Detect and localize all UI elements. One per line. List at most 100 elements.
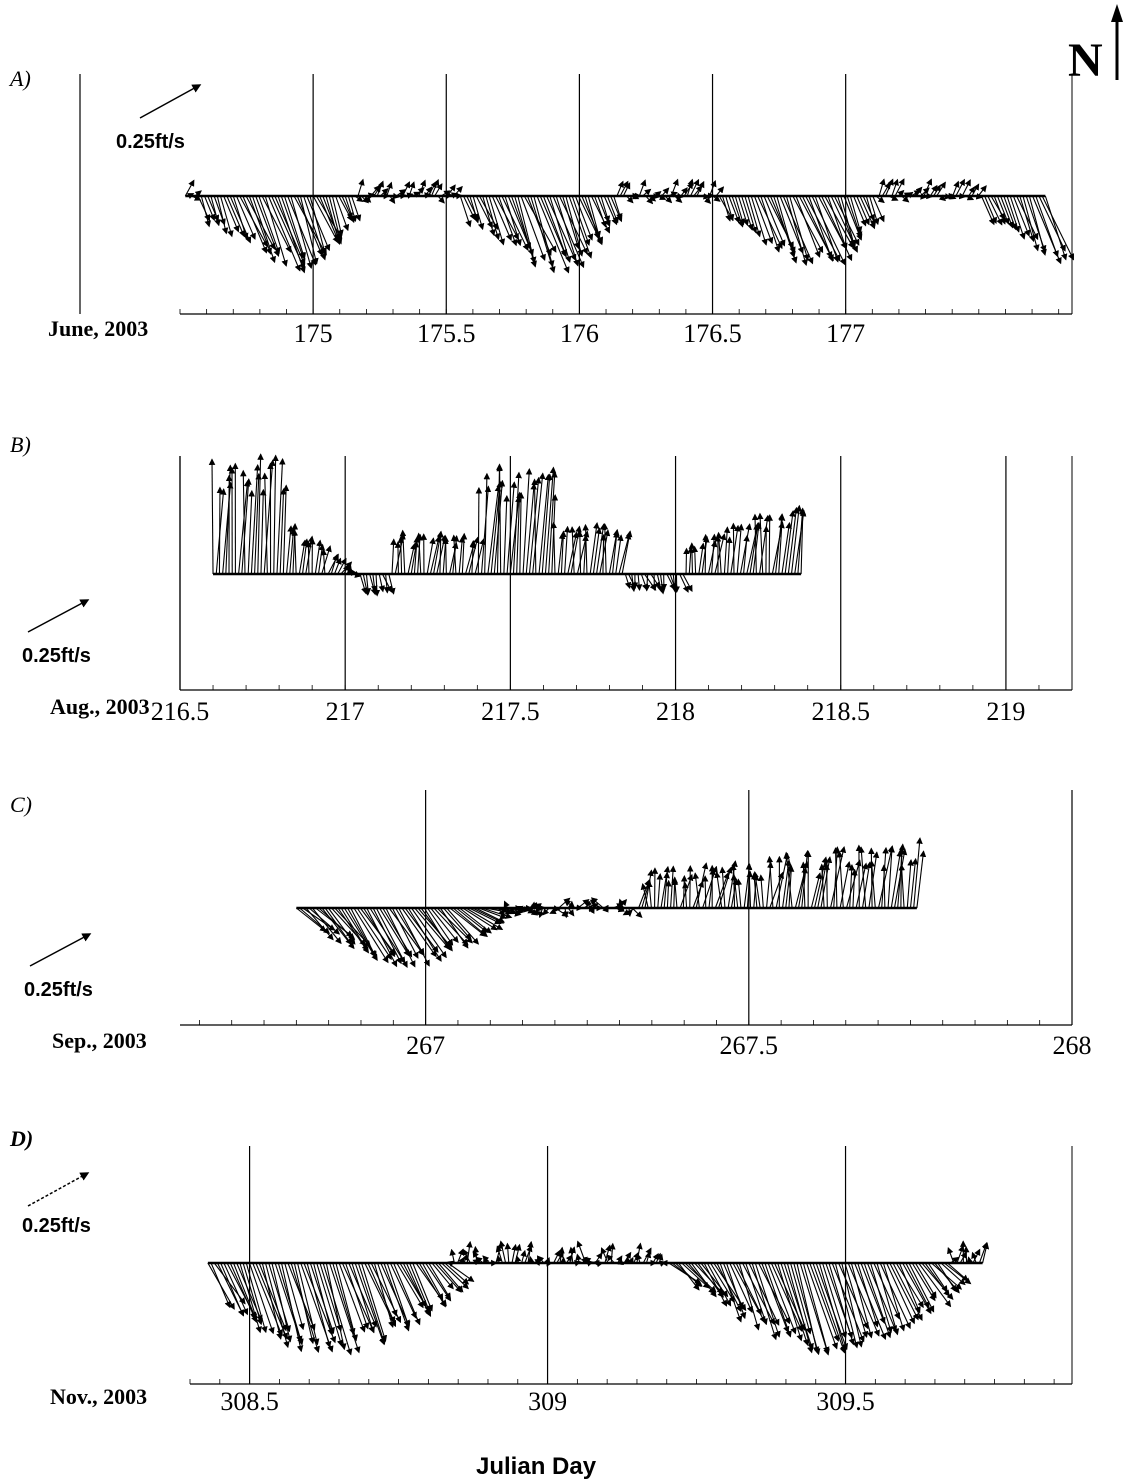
velocity-stick [823, 863, 831, 909]
velocity-stick [743, 534, 750, 575]
velocity-stick [542, 907, 550, 916]
velocity-stick [814, 195, 840, 263]
tick-label-219: 219 [986, 697, 1025, 726]
velocity-stick [689, 178, 700, 197]
velocity-stick [511, 1243, 518, 1264]
velocity-stick [860, 1262, 886, 1325]
velocity-stick [367, 1262, 396, 1324]
velocity-stick [606, 1254, 615, 1264]
velocity-stick [333, 557, 342, 575]
velocity-stick [905, 1262, 930, 1309]
velocity-stick [1041, 195, 1074, 261]
velocity-stick [338, 1262, 366, 1333]
velocity-stick [894, 178, 905, 197]
panel-a-month: June, 2003 [48, 316, 148, 341]
velocity-stick [308, 907, 341, 935]
velocity-stick [282, 484, 290, 575]
velocity-stick [600, 533, 607, 575]
velocity-stick [626, 195, 634, 204]
velocity-stick [495, 1245, 503, 1264]
velocity-stick [836, 850, 844, 909]
velocity-stick [734, 195, 746, 226]
velocity-stick [933, 184, 941, 197]
velocity-stick [877, 845, 895, 909]
velocity-stick [327, 907, 356, 945]
velocity-stick [350, 568, 357, 577]
velocity-stick [354, 195, 364, 202]
velocity-stick [801, 195, 833, 259]
velocity-stick [562, 195, 581, 250]
velocity-stick [710, 533, 718, 575]
velocity-stick [841, 1262, 864, 1348]
velocity-stick [635, 1253, 643, 1264]
velocity-stick [947, 1262, 969, 1282]
velocity-stick [661, 187, 670, 197]
panel-b-letter: B) [10, 432, 31, 457]
velocity-stick [974, 193, 983, 200]
velocity-stick [311, 907, 342, 945]
velocity-stick [678, 1262, 700, 1291]
velocity-stick [331, 195, 344, 237]
velocity-stick [555, 195, 580, 267]
velocity-stick [559, 530, 567, 575]
velocity-stick [722, 1262, 744, 1310]
velocity-stick [528, 476, 542, 575]
velocity-stick [568, 195, 593, 259]
velocity-stick [844, 1262, 869, 1339]
velocity-stick [541, 473, 553, 575]
velocity-stick [277, 195, 306, 274]
velocity-stick [276, 457, 286, 575]
velocity-stick [537, 1255, 545, 1264]
velocity-stick [906, 191, 914, 199]
velocity-stick [1000, 195, 1014, 229]
velocity-stick [455, 907, 488, 933]
velocity-stick [319, 1262, 343, 1332]
velocity-stick [923, 178, 933, 197]
velocity-stick [616, 180, 624, 197]
velocity-stick [680, 187, 688, 197]
velocity-stick [778, 514, 786, 575]
velocity-stick [357, 178, 365, 197]
velocity-stick [898, 846, 905, 909]
velocity-stick [223, 1262, 249, 1316]
velocity-stick [245, 1262, 268, 1334]
velocity-stick [373, 1262, 395, 1329]
velocity-stick [916, 850, 927, 909]
velocity-stick [606, 195, 619, 224]
velocity-stick [682, 573, 693, 593]
velocity-stick [785, 195, 808, 267]
velocity-stick [747, 195, 762, 238]
velocity-stick [431, 178, 440, 197]
velocity-stick [427, 907, 454, 946]
velocity-stick [927, 1262, 948, 1293]
velocity-stick [377, 1262, 398, 1317]
velocity-stick [388, 573, 396, 595]
velocity-stick [831, 1262, 865, 1343]
velocity-stick [719, 866, 726, 909]
velocity-stick [396, 1262, 424, 1309]
velocity-stick [596, 523, 607, 575]
velocity-stick [799, 508, 807, 575]
velocity-stick [232, 195, 249, 240]
velocity-stick [766, 514, 773, 575]
velocity-stick [744, 195, 758, 234]
velocity-stick [462, 1248, 471, 1264]
velocity-stick [415, 532, 423, 575]
velocity-stick [652, 1252, 659, 1264]
velocity-stick [283, 195, 306, 260]
velocity-stick [520, 195, 546, 262]
velocity-stick [309, 195, 327, 255]
velocity-stick [261, 195, 292, 253]
velocity-stick [887, 845, 896, 909]
velocity-stick [280, 1262, 304, 1353]
velocity-stick [332, 1262, 356, 1336]
velocity-stick [731, 195, 744, 228]
velocity-stick [878, 178, 886, 197]
velocity-stick [929, 184, 938, 197]
velocity-stick [289, 528, 297, 575]
velocity-stick [532, 472, 546, 575]
velocity-stick [263, 459, 276, 575]
velocity-stick [414, 907, 451, 950]
velocity-stick [272, 454, 279, 575]
velocity-stick [875, 195, 885, 204]
